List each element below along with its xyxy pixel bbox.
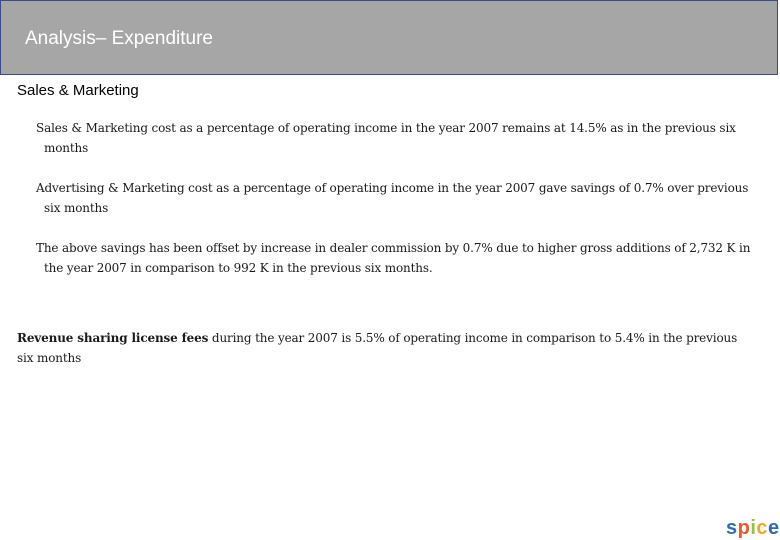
revenue-sharing-paragraph: Revenue sharing license fees during the … bbox=[17, 328, 752, 368]
section-heading: Sales & Marketing bbox=[17, 82, 139, 99]
logo-letter: e bbox=[768, 517, 780, 539]
logo-letter: p bbox=[737, 517, 751, 539]
bullet-item: Sales & Marketing cost as a percentage o… bbox=[36, 121, 736, 155]
logo-letter: c bbox=[756, 517, 769, 539]
logo-letter: i bbox=[750, 517, 757, 539]
bullet-item: Advertising & Marketing cost as a percen… bbox=[36, 181, 749, 215]
paragraph-text: during the year 2007 is 5.5% of operatin… bbox=[17, 331, 738, 365]
title-bar: Analysis– Expenditure bbox=[0, 0, 778, 75]
paragraph-bold-lead: Revenue sharing license fees bbox=[17, 331, 209, 345]
slide-title: Analysis– Expenditure bbox=[25, 28, 213, 49]
logo-letter: s bbox=[726, 517, 738, 539]
bullet-item: The above savings has been offset by inc… bbox=[36, 241, 751, 275]
spice-logo: spice™ bbox=[726, 518, 780, 538]
